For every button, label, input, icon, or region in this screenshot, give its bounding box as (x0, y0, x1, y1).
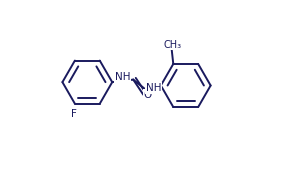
Text: O: O (143, 90, 152, 100)
Text: NH: NH (115, 72, 130, 82)
Text: F: F (71, 109, 77, 119)
Text: CH₃: CH₃ (163, 40, 181, 50)
Text: NH: NH (146, 83, 161, 93)
